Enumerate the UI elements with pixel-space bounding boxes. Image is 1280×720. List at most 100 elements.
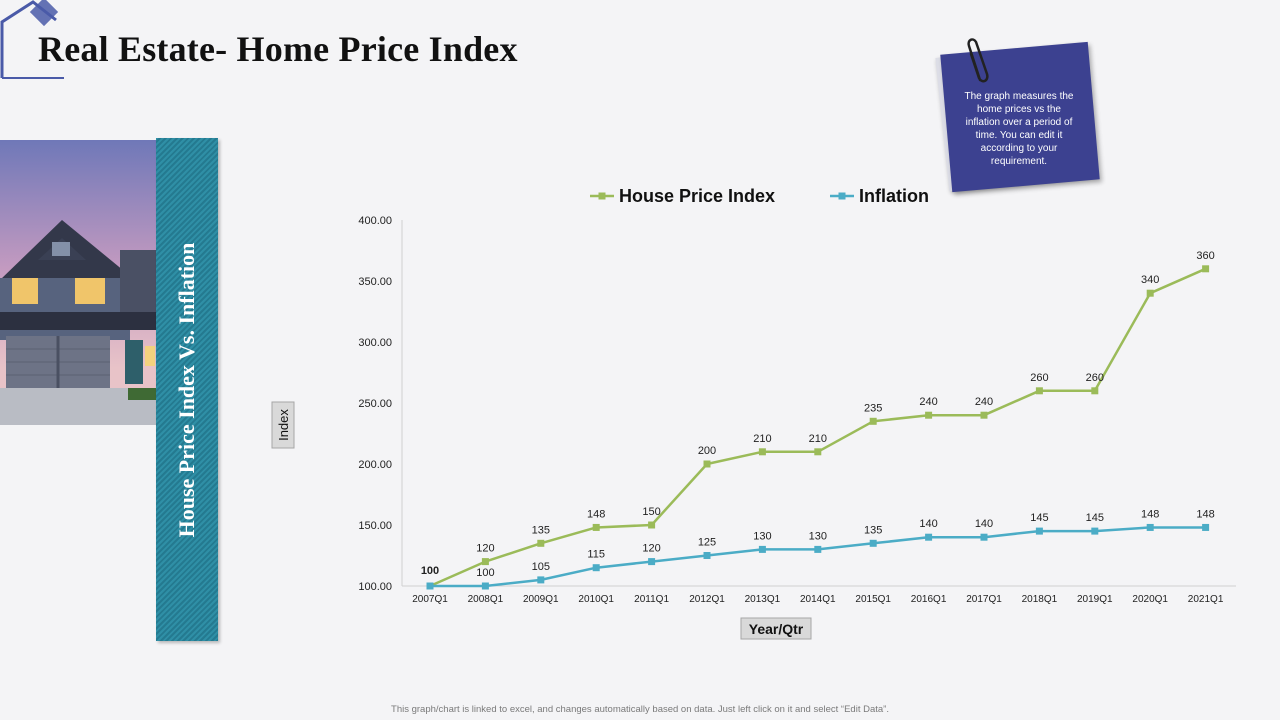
y-axis-title-box [271, 401, 295, 449]
inflation-marker [703, 552, 711, 559]
y-axis: 100.00 150.00 200.00 250.00 300.00 350.00 400.… [358, 215, 403, 593]
inflation-marker [1202, 523, 1210, 531]
y-tick-label: 350.00 [358, 276, 392, 288]
house-price-index-marker [1202, 265, 1210, 273]
inflation-data-label: 100 [476, 567, 494, 579]
house-price-index-legend-label: House Price Index [619, 186, 775, 206]
axis-titles: Year/Qtr Index [271, 401, 812, 640]
inflation-marker [1035, 527, 1043, 535]
inflation-data-label: 125 [698, 537, 716, 549]
y-tick-label: 200.00 [358, 459, 392, 471]
inflation-data-label: 140 [919, 518, 937, 530]
house-price-index-marker [481, 558, 489, 566]
house-price-index-data-label: 360 [1196, 250, 1214, 262]
inflation-data-label: 130 [809, 530, 827, 542]
inflation-data-label: 135 [864, 524, 882, 536]
inflation-marker [814, 545, 822, 553]
house-price-index-marker [1146, 289, 1154, 297]
y-tick-label: 250.00 [358, 398, 392, 410]
house-price-index-data-label: 210 [753, 433, 771, 445]
house-price-index-data-label: 340 [1141, 274, 1159, 286]
house-price-index-legend-marker [598, 192, 606, 200]
house-outline-icon [0, 0, 64, 79]
house-price-index-data-label: 135 [532, 524, 550, 536]
house-price-index-marker [869, 417, 877, 425]
house-price-index-marker [1091, 387, 1099, 395]
x-tick-label: 2016Q1 [911, 594, 947, 605]
inflation-marker [648, 558, 656, 566]
x-tick-label: 2018Q1 [1022, 594, 1058, 605]
house-price-index-data-label: 200 [698, 445, 716, 457]
x-tick-label: 2015Q1 [855, 594, 891, 605]
house-price-index-data-label: 100 [421, 565, 439, 577]
x-axis-title-box [740, 617, 812, 640]
page-title: Real Estate- Home Price Index [38, 29, 518, 69]
inflation-data-label: 148 [1196, 508, 1214, 520]
sticky-note: The graph measures the home prices vs th… [935, 38, 1106, 198]
chart-series [426, 265, 1210, 590]
inflation-data-label: 120 [642, 543, 660, 555]
house-price-index-data-label: 120 [476, 543, 494, 555]
house-price-index-data-label: 260 [1086, 372, 1104, 384]
inflation-marker [1146, 523, 1154, 531]
footer-note: This graph/chart is linked to excel, and… [391, 704, 889, 715]
data-labels: 100 120 135 148 150 200 210 210 235 240 240 260 260 3… [421, 250, 1215, 579]
note-text: The graph measures the home prices vs th… [964, 91, 1074, 167]
y-axis-title: Index [276, 409, 291, 441]
house-price-index-marker [537, 539, 545, 547]
x-axis: 2007Q1 2008Q1 2009Q1 2010Q1 2011Q1 2012Q1 2013… [402, 585, 1236, 605]
paperclip-icon [967, 38, 989, 83]
y-tick-label: 100.00 [358, 581, 392, 593]
inflation-marker [758, 545, 766, 553]
house-price-index-data-label: 240 [919, 396, 937, 408]
x-tick-label: 2019Q1 [1077, 594, 1113, 605]
house-price-index-marker [648, 521, 656, 529]
x-tick-label: 2011Q1 [634, 594, 669, 605]
inflation-data-label: 105 [532, 561, 550, 573]
line-chart: House Price Index Inflation 100.00 150.00 2… [271, 186, 1236, 640]
y-tick-label: 150.00 [358, 520, 392, 532]
inflation-data-label: 130 [753, 530, 771, 542]
inflation-data-label: 145 [1030, 512, 1048, 524]
inflation-marker [869, 539, 877, 547]
inflation-legend-label: Inflation [859, 186, 929, 206]
x-tick-label: 2013Q1 [745, 594, 781, 605]
x-tick-label: 2010Q1 [578, 594, 614, 605]
inflation-marker [537, 576, 545, 584]
house-price-index-data-label: 210 [809, 433, 827, 445]
inflation-data-label: 115 [587, 549, 605, 561]
house-price-index-marker [1035, 387, 1043, 395]
house-price-index-data-label: 240 [975, 396, 993, 408]
y-tick-label: 400.00 [358, 215, 392, 227]
house-price-index-marker [814, 448, 822, 456]
x-tick-label: 2017Q1 [966, 594, 1002, 605]
x-tick-label: 2014Q1 [800, 594, 836, 605]
house-price-index-marker [925, 411, 933, 419]
house-price-index-marker [703, 460, 711, 468]
house-price-index-marker [758, 448, 766, 456]
x-tick-label: 2008Q1 [468, 594, 504, 605]
x-tick-label: 2020Q1 [1132, 594, 1168, 605]
inflation-marker [980, 533, 988, 541]
x-tick-label: 2021Q1 [1188, 594, 1224, 605]
inflation-marker [592, 564, 600, 572]
inflation-marker [1091, 527, 1099, 535]
house-price-index-data-label: 235 [864, 402, 882, 414]
x-tick-label: 2007Q1 [412, 594, 448, 605]
inflation-data-label: 140 [975, 518, 993, 530]
house-price-index-marker [592, 523, 600, 531]
inflation-legend-marker [838, 192, 846, 200]
x-tick-label: 2012Q1 [689, 594, 725, 605]
house-price-index-data-label: 150 [642, 506, 660, 518]
inflation-marker [481, 582, 489, 590]
x-tick-label: 2009Q1 [523, 594, 559, 605]
y-tick-label: 300.00 [358, 337, 392, 349]
house-photo [0, 140, 158, 425]
house-price-index-marker [980, 411, 988, 419]
inflation-marker [925, 533, 933, 541]
inflation-data-label: 148 [1141, 508, 1159, 520]
inflation-marker [426, 582, 434, 590]
house-price-index-data-label: 148 [587, 508, 605, 520]
x-axis-title: Year/Qtr [749, 621, 804, 637]
side-banner: House Price Index Vs. Inflation [156, 138, 218, 641]
